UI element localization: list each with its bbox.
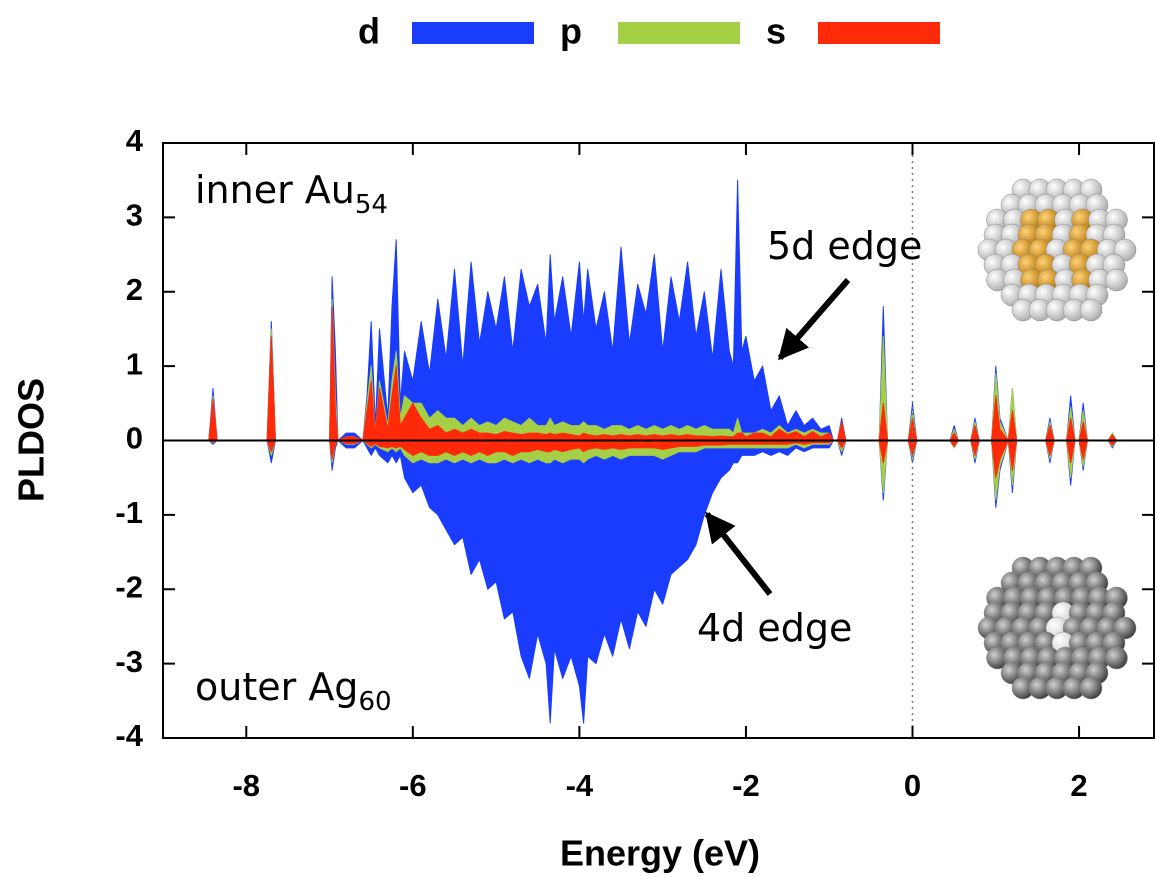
atom	[1105, 268, 1128, 292]
pldos-area	[204, 179, 1117, 441]
ag-shell-particle	[977, 556, 1137, 700]
y-tick-label: 4	[126, 123, 144, 158]
arrow-5d	[777, 278, 851, 361]
x-tick-label: 0	[904, 768, 921, 803]
annotation-text: inner Au	[195, 168, 355, 212]
y-tick-label: 0	[126, 421, 143, 456]
y-tick-label: 2	[126, 272, 143, 307]
plot-area	[162, 142, 1155, 739]
annotation: 4d edge	[697, 606, 852, 650]
decoration	[704, 178, 1137, 700]
legend-label: d	[358, 11, 380, 52]
annotation-text: outer Ag	[195, 665, 358, 709]
legend-swatch	[818, 22, 940, 44]
atom	[1079, 298, 1103, 322]
y-tick-label: -4	[115, 718, 143, 753]
x-axis-title: Energy (eV)	[560, 833, 760, 874]
annotation: inner Au54	[195, 168, 388, 220]
annotation: 5d edge	[767, 224, 922, 268]
legend-swatch	[618, 22, 740, 44]
y-tick-label: -3	[115, 644, 143, 679]
annotation-subscript: 60	[358, 687, 391, 717]
x-tick-label: -4	[566, 768, 594, 803]
y-axis-title: PLDOS	[11, 378, 52, 502]
arrow-4d	[704, 511, 773, 596]
x-tick-label: 2	[1070, 768, 1087, 803]
y-tick-label: 3	[126, 198, 143, 233]
au-core-particle	[977, 178, 1137, 322]
annotation-subscript: 54	[355, 190, 388, 220]
y-tick-label: 1	[126, 346, 143, 381]
y-tick-label: -2	[115, 569, 143, 604]
x-tick-label: -6	[399, 768, 427, 803]
legend-label: s	[766, 11, 786, 52]
x-tick-label: -8	[232, 768, 260, 803]
y-tick-label: -1	[115, 495, 143, 530]
annotation: outer Ag60	[195, 665, 392, 717]
x-tick-label: -2	[732, 768, 760, 803]
legend-swatch	[412, 22, 534, 44]
atom	[1079, 676, 1103, 700]
legend-label: p	[560, 11, 582, 52]
atom	[1105, 646, 1128, 670]
